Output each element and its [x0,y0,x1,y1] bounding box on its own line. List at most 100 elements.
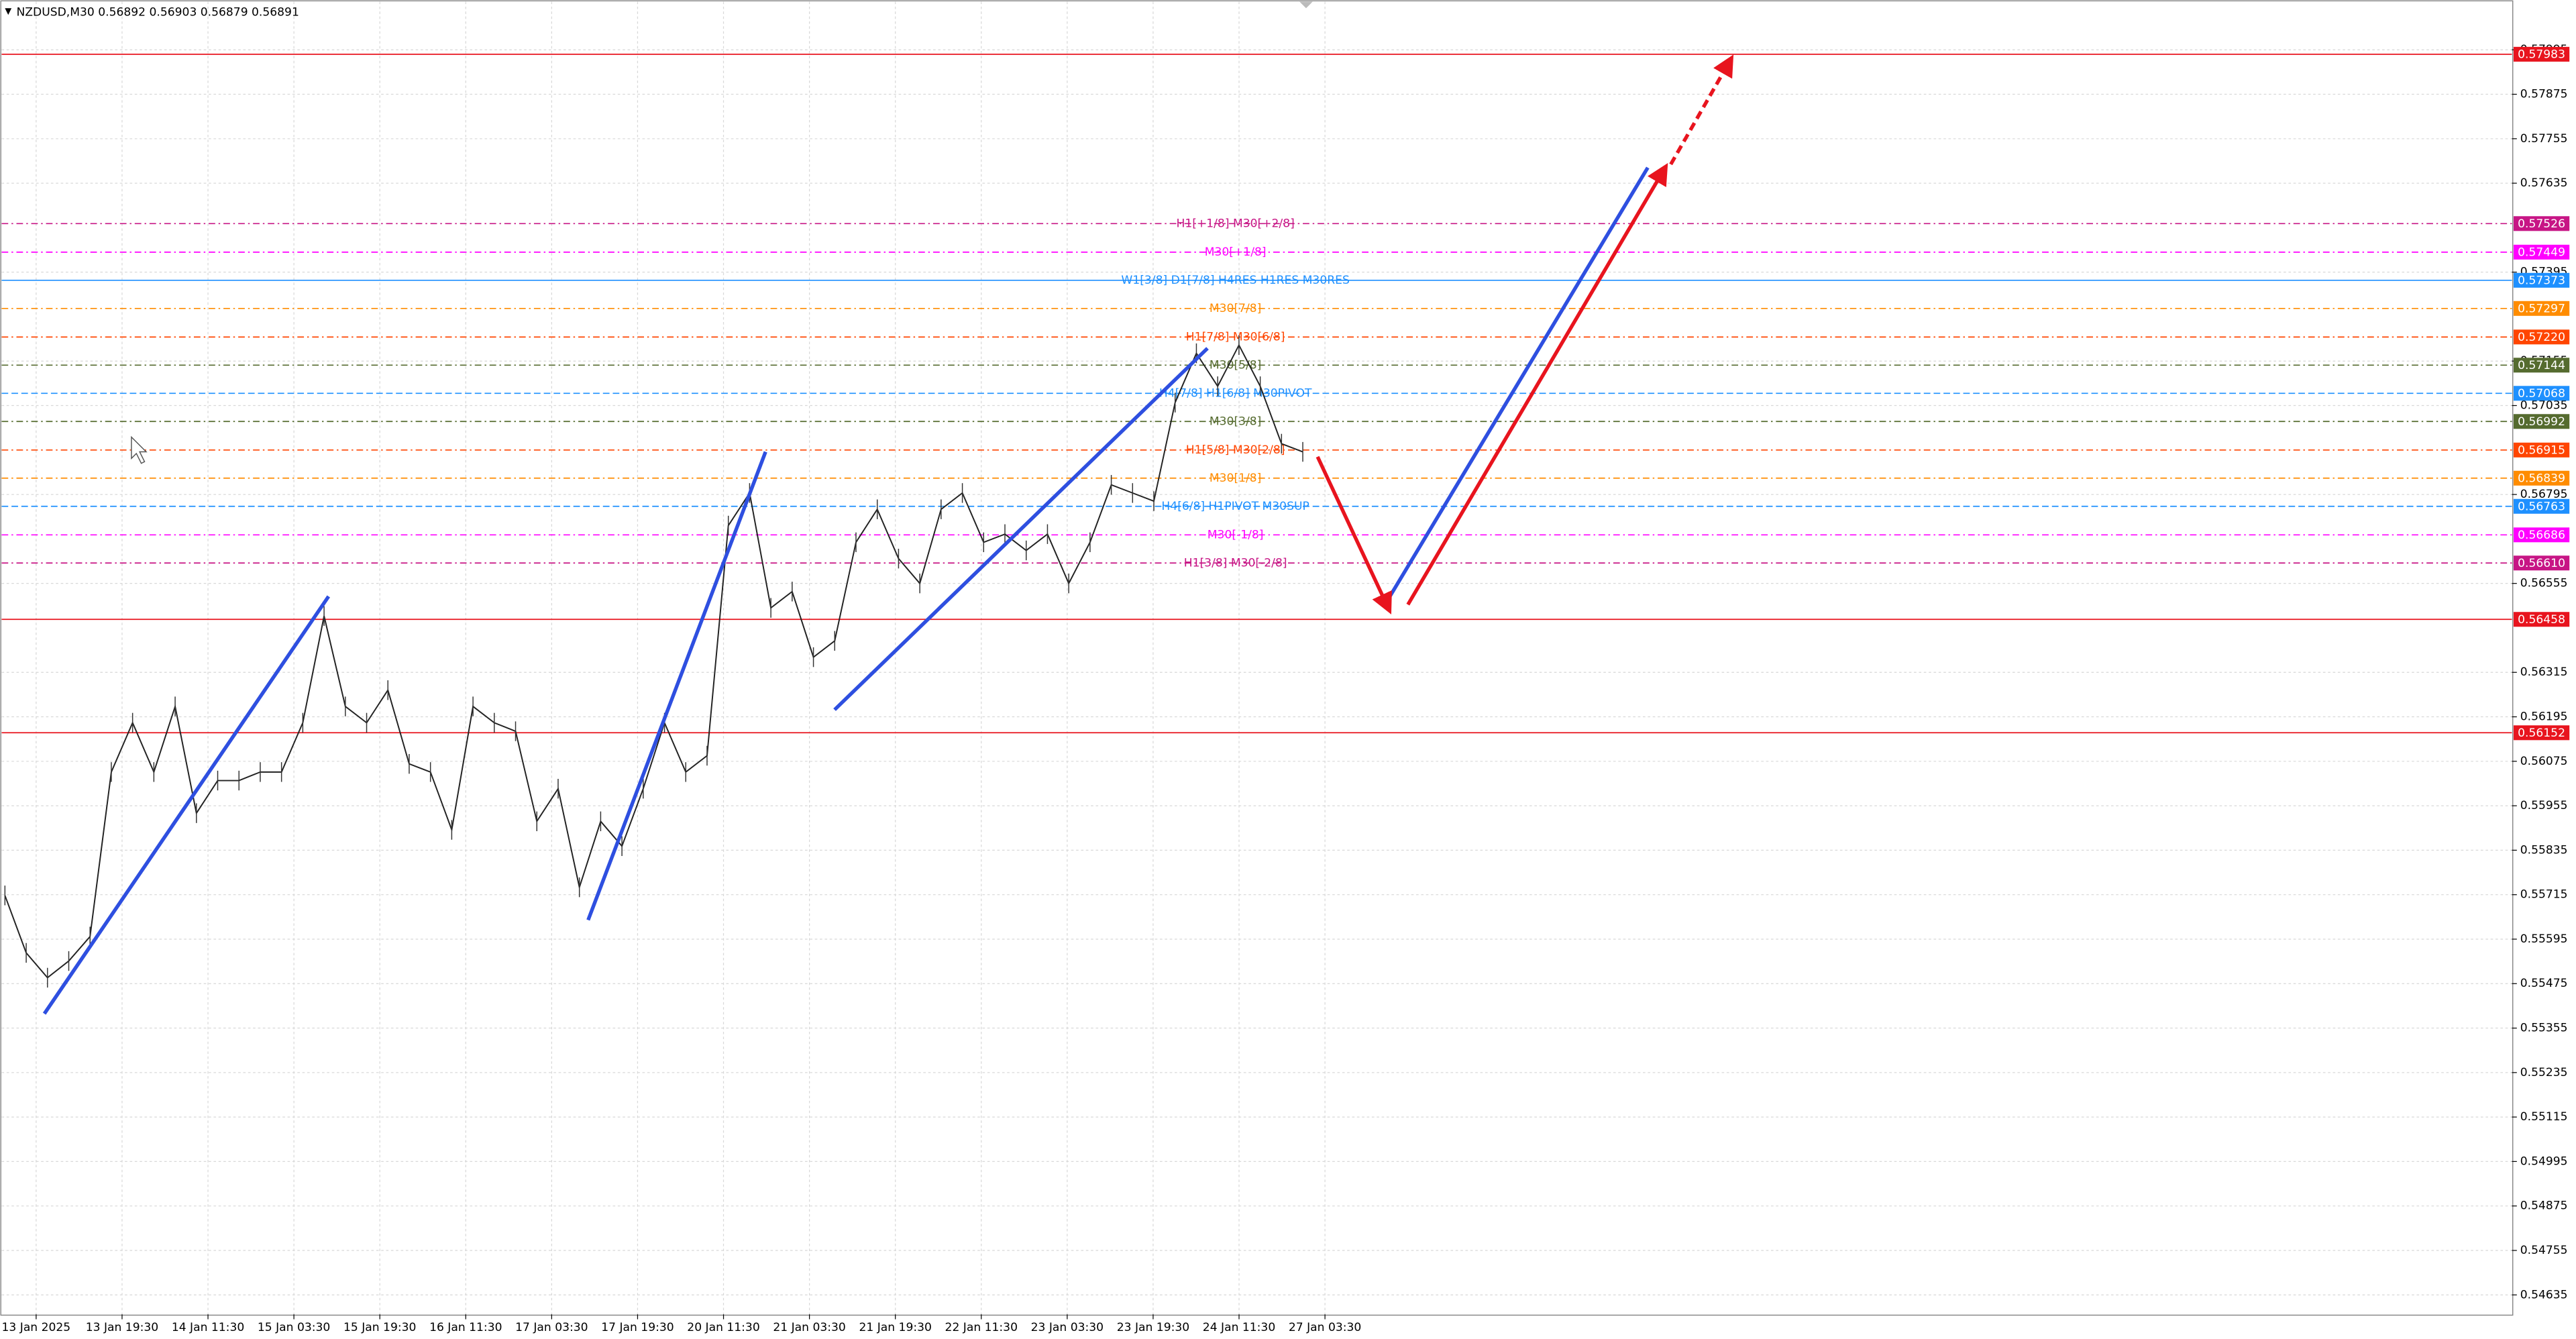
time-axis: 13 Jan 2025 13 Jan 19:30 14 Jan 11:30 15 Ja… [2,1314,1361,1334]
price-tag [2513,244,2570,260]
price-tag [2513,272,2570,288]
forecast-arrow [1406,162,1668,606]
price-tag-label: 0.56152 [2518,727,2565,740]
symbol-info: NZDUSD,M30 0.56892 0.56903 0.56879 0.568… [16,5,299,19]
price-tag [2513,470,2570,486]
price-tag [2513,414,2570,429]
time-label: 21 Jan 03:30 [773,1321,845,1334]
level-label: M30[5/8] [1210,358,1261,372]
price-tag-label: 0.56839 [2518,472,2565,486]
time-label: 24 Jan 11:30 [1203,1321,1275,1334]
price-tick-label: 0.55475 [2520,977,2568,990]
time-label: 27 Jan 03:30 [1289,1321,1361,1334]
price-tag-label: 0.56992 [2518,415,2565,429]
time-label: 21 Jan 19:30 [859,1321,931,1334]
price-tick-label: 0.56315 [2520,665,2568,679]
time-label: 16 Jan 11:30 [429,1321,502,1334]
time-label: 13 Jan 2025 [2,1321,71,1334]
price-tag [2513,358,2570,373]
price-tag-label: 0.57983 [2518,48,2565,62]
time-label: 14 Jan 11:30 [172,1321,244,1334]
trend-line [586,451,767,921]
time-label: 20 Jan 11:30 [687,1321,759,1334]
price-tick-label: 0.57635 [2520,176,2568,190]
trend-line [833,347,1209,711]
price-tag [2513,216,2570,231]
trend-lines [42,54,1734,1015]
time-label: 13 Jan 19:30 [86,1321,158,1334]
price-tag [2513,301,2570,316]
price-tag [2513,612,2570,627]
price-tick-label: 0.55715 [2520,888,2568,902]
level-label: H4[7/8] H1[6/8] M30PIVOT [1159,386,1312,400]
price-tag [2513,329,2570,345]
mouse-cursor [131,435,148,464]
price-tag-label: 0.56610 [2518,557,2565,570]
price-tag-label: 0.57526 [2518,217,2565,231]
level-label: W1[3/8] D1[7/8] H4RES H1RES M30RES [1121,274,1349,287]
price-tick-label: 0.55835 [2520,843,2568,857]
plot-area [0,0,2514,1316]
level-label: H1[5/8] M30[2/8] [1186,443,1285,457]
time-label: 17 Jan 19:30 [601,1321,674,1334]
price-line [4,343,1303,979]
level-label: M30[3/8] [1210,415,1261,428]
price-tick-label: 0.54755 [2520,1244,2568,1257]
time-label: 17 Jan 03:30 [515,1321,588,1334]
level-label: H1[7/8] M30[6/8] [1186,330,1285,343]
scroll-marker [1299,1,1313,9]
price-tick-label: 0.55595 [2520,932,2568,946]
price-tag [2513,498,2570,514]
price-axis: 0.579950.578750.577550.576350.573950.571… [2512,43,2570,1301]
price-tag-label: 0.56915 [2518,444,2565,458]
price-tick-label: 0.56075 [2520,755,2568,768]
price-tag [2513,725,2570,741]
price-tag [2513,527,2570,543]
price-tick-label: 0.57755 [2520,132,2568,146]
price-tick-label: 0.54635 [2520,1288,2568,1301]
trend-line [1383,166,1650,606]
price-tick-label: 0.55235 [2520,1066,2568,1079]
price-tag-label: 0.56763 [2518,500,2565,514]
level-label: M30[7/8] [1210,302,1261,315]
price-tick-label: 0.55955 [2520,799,2568,812]
level-label: M30[+1/8] [1205,246,1267,259]
price-tag-label: 0.57220 [2518,331,2565,344]
price-tag [2513,46,2570,62]
price-tick-label: 0.57035 [2520,399,2568,413]
price-tag [2513,442,2570,458]
price-tick-label: 0.56555 [2520,577,2568,590]
price-tag-label: 0.57373 [2518,274,2565,288]
price-series [4,335,1303,988]
forecast-arrow [1316,456,1392,614]
time-label: 15 Jan 19:30 [343,1321,416,1334]
price-tag [2513,386,2570,401]
price-tick-label: 0.54995 [2520,1155,2568,1168]
menu-arrow [5,8,12,15]
price-tag-label: 0.57449 [2518,246,2565,260]
time-label: 23 Jan 19:30 [1117,1321,1189,1334]
forecast-arrow [1669,54,1734,166]
level-label: H4[6/8] H1PIVOT M30SUP [1161,500,1309,513]
price-tick-label: 0.57875 [2520,88,2568,101]
level-label: M30[-1/8] [1208,528,1264,541]
trend-line [42,595,331,1015]
price-tick-label: 0.55355 [2520,1022,2568,1035]
grid [1,1,2512,1315]
level-label: H1[+1/8] M30[+2/8] [1176,217,1294,230]
price-tag [2513,555,2570,571]
price-tag-label: 0.57068 [2518,387,2565,400]
price-tick-label: 0.56795 [2520,488,2568,501]
levels: H1[+1/8] M30[+2/8] M30[+1/8] W1[3/8] D1[7/… [1,53,2512,734]
time-label: 15 Jan 03:30 [258,1321,330,1334]
level-label: M30[1/8] [1210,472,1261,485]
price-tag-label: 0.56458 [2518,613,2565,627]
price-tick-label: 0.55115 [2520,1110,2568,1124]
price-tag-label: 0.56686 [2518,529,2565,542]
price-tick-label: 0.54875 [2520,1199,2568,1213]
time-label: 23 Jan 03:30 [1031,1321,1104,1334]
level-label: H1[3/8] M30[-2/8] [1184,556,1287,570]
price-tag-label: 0.57144 [2518,359,2565,372]
